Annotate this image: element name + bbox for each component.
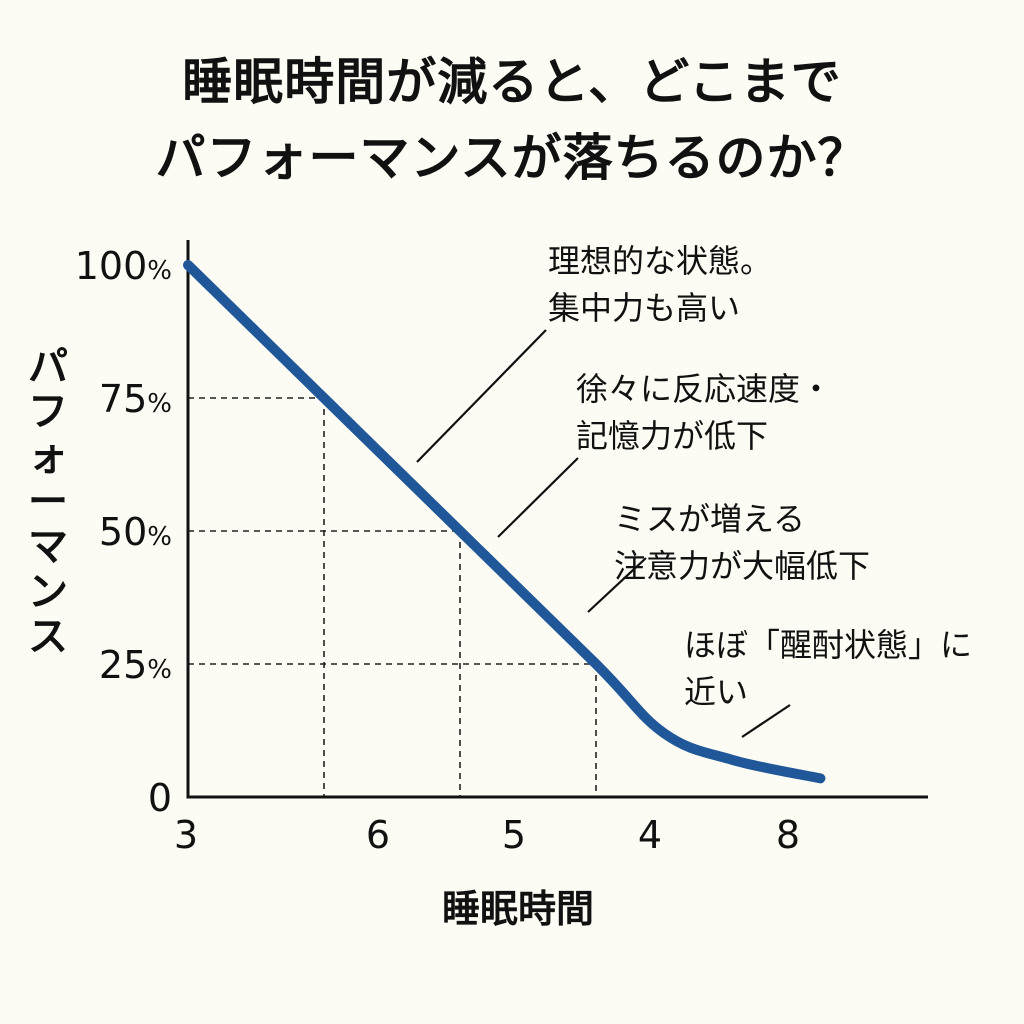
y-tick-label: 25% — [99, 643, 172, 687]
y-axis-label-char: マ — [28, 524, 68, 570]
x-tick-label: 4 — [638, 813, 662, 857]
y-tick-percent: % — [147, 256, 172, 286]
annotation-text: 理想的な状態。 — [548, 242, 772, 280]
annotation-leader-line — [587, 557, 647, 613]
annotation-text: 注意力が大幅低下 — [614, 547, 870, 585]
y-tick-label: 100% — [75, 244, 172, 288]
y-axis-label-char: パ — [28, 344, 68, 390]
y-tick-percent: % — [147, 522, 172, 552]
annotation-text: ほぼ「醒酎状態」に — [684, 626, 972, 664]
annotation-text: 徐々に反応速度・ — [576, 370, 832, 408]
y-axis-label: パフォーマンス — [28, 344, 68, 660]
y-tick-number: 50 — [99, 510, 147, 554]
y-axis-label-char: ー — [28, 479, 68, 525]
y-tick-percent: % — [147, 655, 172, 685]
annotation-leader-line — [497, 457, 579, 538]
annotation-leader-line — [416, 329, 547, 463]
x-tick-label: 5 — [502, 813, 526, 857]
y-tick-number: 75 — [99, 377, 147, 421]
y-tick-number: 25 — [99, 643, 147, 687]
y-tick-label: 50% — [99, 510, 172, 554]
annotation-text: 集中力も高い — [548, 289, 740, 327]
y-tick-number: 100 — [75, 244, 148, 288]
chart-title-line-2: パフォーマンスが落ちるのか？ — [155, 129, 869, 187]
y-tick-label: 0 — [148, 776, 172, 820]
y-axis-label-char: ス — [28, 614, 68, 660]
y-axis-label-char: ン — [28, 569, 68, 615]
annotation-text: ミスが増える — [614, 500, 805, 538]
x-tick-label: 8 — [776, 813, 800, 857]
annotation-text: 記憶力が低下 — [576, 417, 768, 455]
y-tick-percent: % — [147, 389, 172, 419]
x-tick-label: 3 — [174, 813, 198, 857]
chart-title-line-1: 睡眠時間が減ると、どこまで — [182, 53, 842, 111]
chart-title: 睡眠時間が減ると、どこまで パフォーマンスが落ちるのか？ — [0, 44, 1024, 196]
annotation-leader-line — [741, 704, 791, 738]
series-line-performance — [183, 260, 826, 784]
y-tick-number: 0 — [148, 776, 172, 820]
y-axis-label-char: ォ — [28, 434, 68, 480]
y-tick-label: 75% — [99, 377, 172, 421]
y-axis-label-char: フ — [28, 389, 68, 435]
x-axis-label: 睡眠時間 — [442, 887, 594, 931]
annotation-text: 近い — [684, 673, 748, 711]
x-tick-label: 6 — [366, 813, 390, 857]
